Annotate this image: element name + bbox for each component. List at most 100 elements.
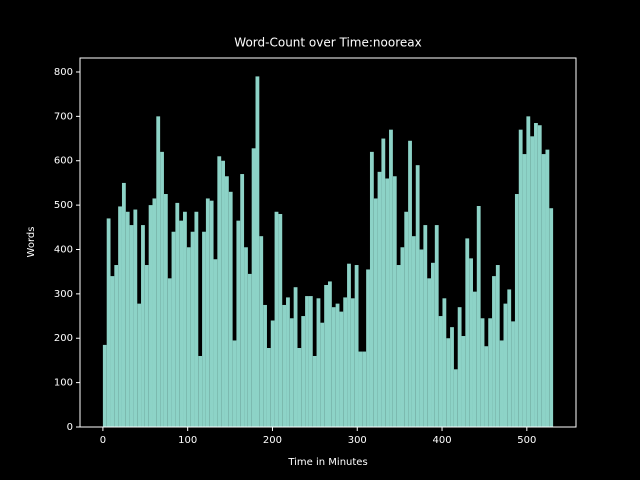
bar [419,249,424,427]
bar [251,148,256,427]
bar [423,225,428,427]
y-tick-label: 300 [54,289,73,300]
bar [518,129,523,428]
bar [316,298,321,427]
y-tick-label: 400 [54,244,73,255]
chart-title: Word-Count over Time:nooreax [234,36,421,50]
bar [522,154,527,427]
x-tick-label: 300 [348,435,367,446]
bar [255,76,260,427]
bar [507,289,512,427]
bar [480,318,485,427]
y-tick-label: 100 [54,378,73,389]
bar [125,211,130,427]
bar [499,340,504,427]
bar [217,156,222,427]
bar [350,298,355,427]
bar [183,211,187,427]
y-tick-label: 0 [67,422,73,433]
bar [270,320,275,427]
bar [541,154,546,427]
bar [137,303,142,427]
bar [404,211,409,427]
bar [369,151,374,427]
bar [396,265,401,427]
bar [450,327,454,427]
x-tick-label: 0 [100,435,106,446]
bar [411,236,416,427]
bar [408,140,412,427]
bar [278,213,283,427]
bar [446,338,451,427]
y-tick-label: 700 [54,111,73,122]
bar [373,198,378,427]
bar [530,136,535,427]
bar [347,263,351,427]
bar [152,198,157,427]
bar [289,318,294,427]
bar [297,348,302,427]
bar [427,278,432,427]
bar [385,178,390,427]
bar [141,225,145,427]
bar [511,321,515,427]
bars [102,76,554,428]
bar [110,276,115,427]
bar [476,205,481,427]
bar [526,116,531,428]
bar [179,220,184,427]
bar [156,116,161,428]
bar [472,291,477,427]
bar [129,225,134,427]
x-tick-label: 400 [432,435,451,446]
bar [442,298,447,427]
bar [133,209,138,427]
bar [392,176,397,427]
bar [492,276,496,427]
bar [438,316,443,427]
bar [236,220,241,427]
bar [121,182,126,427]
y-tick-label: 500 [54,200,73,211]
bar [266,348,271,427]
bar [224,176,229,427]
bar [339,311,344,427]
bar [171,231,176,427]
bar [247,273,252,427]
bar [144,265,149,427]
bar [537,125,542,427]
bar [381,138,386,427]
y-tick-label: 200 [54,333,73,344]
bar [198,355,203,427]
bar [240,174,245,427]
bar [114,265,119,427]
bar [549,208,554,427]
bar [293,287,298,427]
bar [434,225,439,427]
bar [328,281,332,427]
bar [358,351,363,427]
bar [163,194,168,427]
x-tick-label: 500 [517,435,536,446]
bar [461,336,466,427]
bar [209,200,214,427]
bar [148,205,153,427]
bar [194,211,199,427]
bar [465,238,470,427]
bar [324,284,328,427]
bar [415,165,420,427]
bar [366,269,370,427]
x-tick-label: 200 [263,435,282,446]
bar [331,307,336,427]
bar [335,303,340,427]
bar [221,160,225,427]
plot-frame [79,57,577,428]
bar [160,151,164,427]
bar [457,307,462,427]
bar [228,191,233,427]
bar [343,297,348,427]
bar [389,129,393,428]
bar [102,344,107,427]
